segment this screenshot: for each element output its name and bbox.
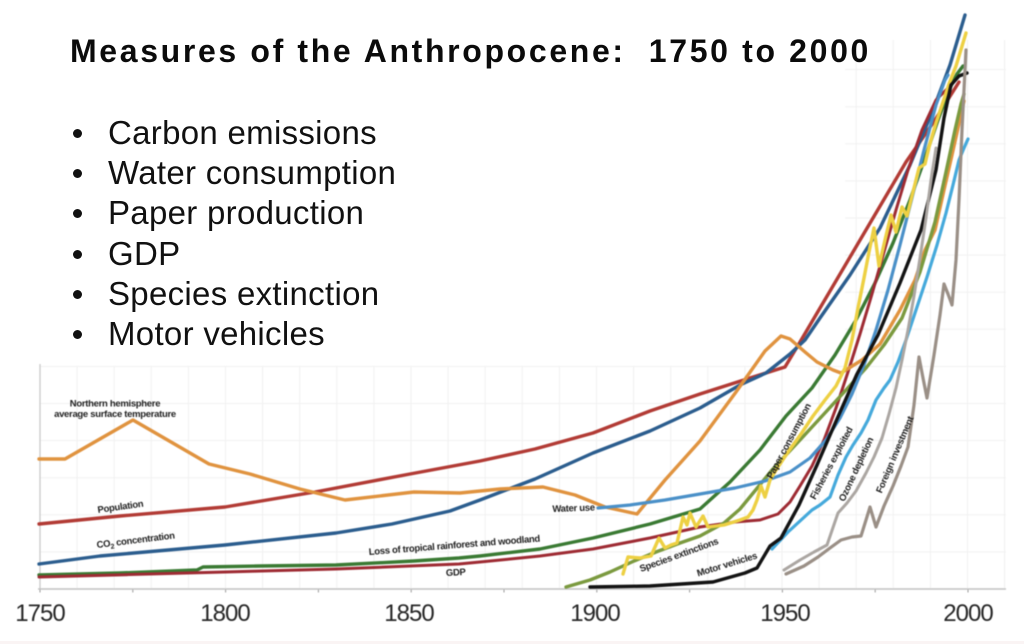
svg-text:GDP: GDP <box>446 567 467 579</box>
svg-text:Motor vehicles: Motor vehicles <box>696 551 759 580</box>
svg-text:Northern hemisphere: Northern hemisphere <box>70 399 160 410</box>
svg-text:Loss of tropical rainforest an: Loss of tropical rainforest and woodland <box>368 534 541 558</box>
svg-text:2000: 2000 <box>943 600 993 627</box>
svg-text:average surface temperature: average surface temperature <box>54 409 176 420</box>
svg-text:1950: 1950 <box>760 600 810 627</box>
svg-text:Water use: Water use <box>552 503 595 515</box>
svg-text:1900: 1900 <box>570 600 620 627</box>
svg-text:1850: 1850 <box>384 600 434 627</box>
svg-text:1750: 1750 <box>15 600 65 627</box>
svg-text:1800: 1800 <box>200 600 250 627</box>
